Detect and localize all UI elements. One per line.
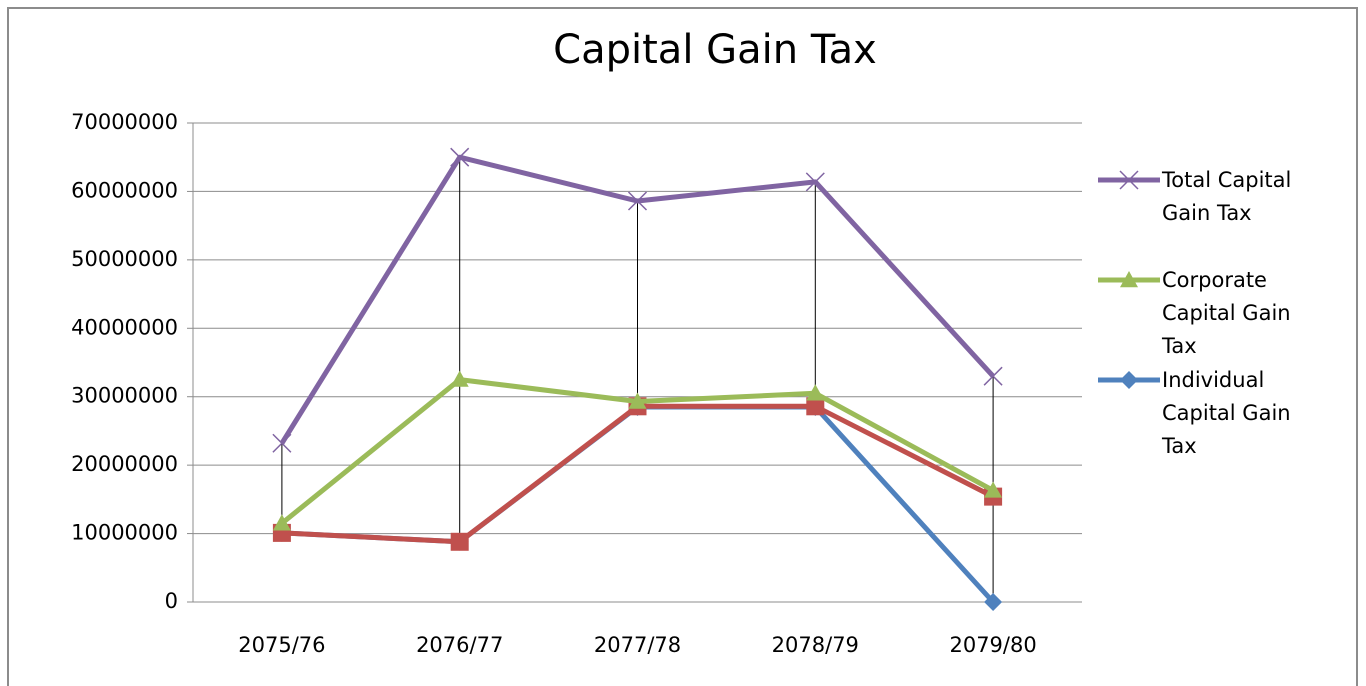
marker <box>628 392 647 409</box>
marker <box>806 397 825 416</box>
marker <box>984 593 1003 611</box>
series-line <box>272 147 1003 453</box>
y-tick-label: 10000000 <box>71 521 178 545</box>
marker <box>1120 371 1138 389</box>
series-line <box>272 370 1003 531</box>
y-tick-label: 20000000 <box>71 452 178 476</box>
x-tick-label: 2076/77 <box>416 633 503 657</box>
legend-entry: Corporate Capital Gain Tax <box>1096 264 1312 363</box>
y-tick-label: 40000000 <box>71 315 178 339</box>
legend-icon <box>1098 271 1160 288</box>
legend-entry: Total Capital Gain Tax <box>1096 164 1312 230</box>
legend-entry: Individual Capital Gain Tax <box>1096 364 1312 463</box>
marker <box>1120 271 1138 288</box>
y-tick-label: 60000000 <box>71 178 178 202</box>
marker <box>627 191 648 211</box>
marker <box>450 532 469 551</box>
y-tick-label: 30000000 <box>71 384 178 408</box>
marker <box>806 384 825 401</box>
marker <box>272 433 292 453</box>
chart-title: Capital Gain Tax <box>553 27 877 73</box>
marker <box>805 172 825 192</box>
marker <box>983 366 1003 386</box>
legend-label: Corporate Capital Gain Tax <box>1162 268 1291 358</box>
marker <box>1119 170 1139 190</box>
marker <box>272 514 291 531</box>
y-tick-label: 0 <box>165 589 178 613</box>
x-tick-label: 2079/80 <box>949 633 1036 657</box>
legend-icon <box>1098 371 1160 389</box>
x-tick-label: 2077/78 <box>594 633 681 657</box>
y-tick-label: 70000000 <box>71 110 178 134</box>
legend-label: Total Capital Gain Tax <box>1162 168 1292 225</box>
marker <box>984 481 1003 498</box>
x-tick-label: 2078/79 <box>772 633 859 657</box>
legend-icon <box>1098 170 1160 190</box>
marker <box>450 370 469 387</box>
x-tick-label: 2075/76 <box>238 633 325 657</box>
series <box>272 147 1003 611</box>
marker <box>450 147 470 167</box>
legend-label: Individual Capital Gain Tax <box>1162 368 1291 458</box>
chart-frame <box>7 7 1358 686</box>
y-tick-label: 50000000 <box>71 247 178 271</box>
